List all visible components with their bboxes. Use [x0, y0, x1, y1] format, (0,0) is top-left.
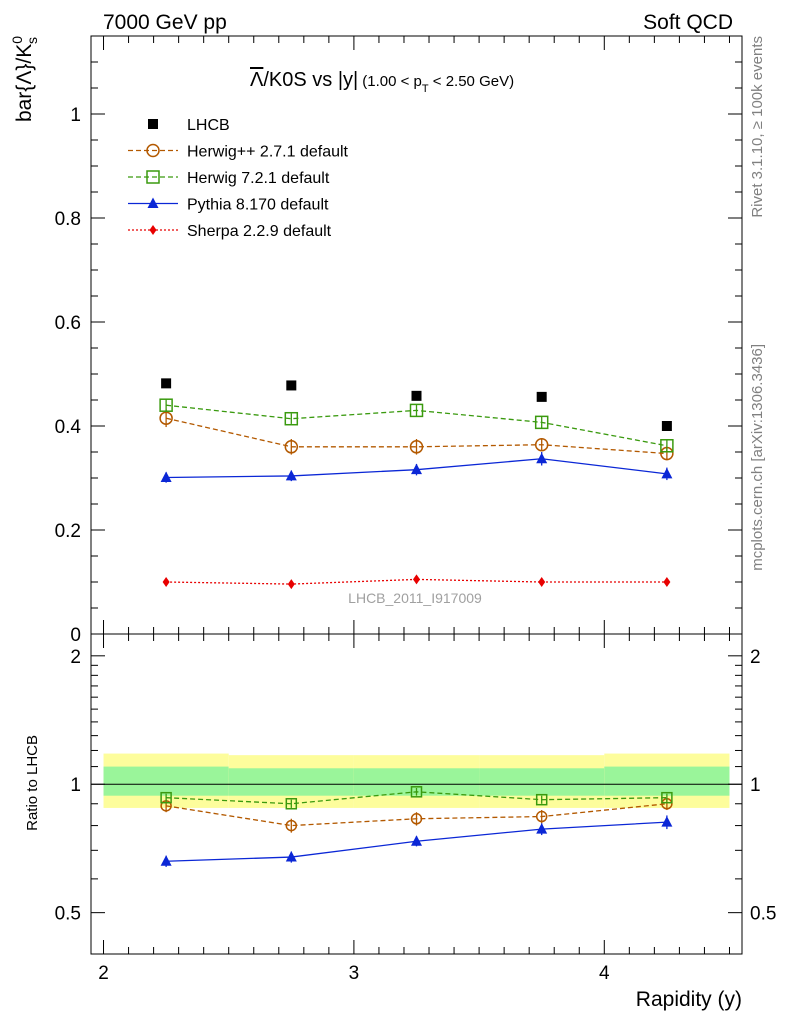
ratio-band-inner [228, 768, 354, 796]
ratio-ytick-label-left: 1 [70, 775, 81, 796]
herwigpp-marker [410, 813, 423, 825]
pythia-marker [536, 452, 548, 464]
ratio-panel: 0.5 0.5 1 1 2 2 2 3 4 Ratio to LHCB Rapidity (y… [24, 633, 777, 1011]
lhcb-marker [411, 390, 422, 401]
main-ytick-label: 0.4 [55, 417, 82, 438]
legend: LHCB Herwig++ 2.7.1 default Herwig 7.2.1 d… [128, 117, 349, 240]
herwig7-marker [409, 403, 424, 418]
main-y-label-sub: s [24, 37, 40, 44]
herwigpp-marker [285, 819, 298, 832]
mcplots-label: mcplots.cern.ch [arXiv:1306.3436] [749, 344, 766, 571]
main-ytick-label: 0.2 [55, 521, 81, 542]
lhcb-marker [286, 380, 297, 391]
pythia-marker [160, 855, 172, 866]
herwigpp-marker [159, 411, 173, 425]
ratio-xtick-label: 4 [599, 963, 610, 984]
sherpa-line [166, 578, 667, 585]
herwig7-marker [660, 439, 674, 453]
ratio-ytick-label-left: 2 [70, 647, 81, 668]
pythia-marker [661, 816, 673, 827]
herwigpp-marker [146, 143, 160, 158]
herwig7-legend-label: Herwig 7.2.1 default [187, 170, 330, 187]
ratio-xtick-label: 2 [98, 963, 109, 984]
lhcb-marker [161, 378, 172, 389]
plot-title: Λ/K0S vs |y| (1.00 < pT < 2.50 GeV) [250, 69, 514, 95]
ratio-bands [103, 753, 730, 808]
herwig7-marker [159, 398, 173, 412]
ratio-band-inner [479, 768, 605, 796]
ratio-x-axis: 2 3 4 [98, 634, 730, 984]
herwig7-marker [410, 786, 423, 798]
main-y-axis: 0 0.2 0.4 0.6 0.8 1 [55, 36, 742, 646]
herwig7-marker [160, 791, 172, 804]
header-right: Soft QCD [643, 11, 733, 34]
ratio-panel-frame [90, 633, 743, 955]
pythia-marker [285, 469, 297, 481]
main-ytick-label: 0 [70, 625, 81, 646]
sherpa-marker [413, 574, 420, 585]
x-axis-label: Rapidity (y) [636, 988, 742, 1011]
title-main: /K0S vs |y| [263, 69, 358, 91]
herwigpp-marker [409, 440, 424, 454]
pythia-marker [411, 463, 422, 475]
lhcb-marker [148, 119, 158, 129]
lhcb-marker [661, 421, 672, 431]
lhcb-legend-label: LHCB [187, 117, 230, 134]
ratio-band-inner [604, 766, 730, 796]
ratio-y-label: Ratio to LHCB [24, 735, 41, 831]
herwig7-marker [535, 793, 548, 806]
rivet-label: Rivet 3.1.10, ≥ 100k events [749, 36, 766, 218]
pythia-marker [411, 835, 422, 846]
ratio-ytick-label-right: 0.5 [750, 904, 776, 925]
pythia-marker [536, 823, 548, 834]
lhcb-marker [536, 391, 547, 402]
ratio-ytick-label-left: 0.5 [55, 904, 81, 925]
main-ytick-label: 0.6 [55, 313, 81, 334]
herwigpp-marker [284, 440, 299, 454]
herwig7-marker [285, 798, 298, 810]
title-sub-a: (1.00 < p [362, 73, 422, 90]
ratio-band-inner [103, 766, 229, 796]
main-ytick-label: 0.8 [55, 209, 81, 230]
pythia-legend-label: Pythia 8.170 default [187, 197, 329, 214]
ratio-xtick-label: 3 [349, 963, 360, 984]
sherpa-marker [663, 577, 671, 587]
sherpa-marker [538, 577, 546, 587]
pythia-marker [285, 851, 297, 862]
ratio-y-axis: 0.5 0.5 1 1 2 2 [55, 647, 777, 925]
main-series-layer [159, 378, 674, 590]
pythia-marker [160, 471, 172, 482]
pythia-marker [147, 197, 159, 208]
herwigpp-line [165, 417, 667, 455]
herwig7-marker [661, 791, 673, 804]
main-panel: 0 0.2 0.4 0.6 0.8 1 LHCB_2011_I917009 Λ/K0S v… [9, 35, 743, 646]
herwigpp-legend-label: Herwig++ 2.7.1 default [187, 144, 349, 161]
main-ytick-label: 1 [70, 105, 81, 126]
title-sub-subscript: T [422, 83, 429, 95]
herwig7-marker [146, 170, 160, 184]
ratio-ytick-label-right: 2 [750, 647, 761, 668]
sherpa-marker [287, 579, 295, 590]
sherpa-marker [162, 577, 170, 587]
header-left: 7000 GeV pp [103, 11, 227, 34]
herwigpp-marker [534, 437, 549, 452]
ratio-ytick-label-right: 1 [750, 775, 761, 796]
title-sub-b: < 2.50 GeV) [429, 73, 514, 90]
main-y-label: bar{Λ}/K0s [9, 36, 40, 122]
watermark: LHCB_2011_I917009 [348, 590, 482, 606]
main-y-label-sup: 0 [9, 36, 25, 44]
sherpa-marker [149, 225, 157, 235]
main-y-label-a: bar{Λ}/K [13, 44, 36, 122]
sherpa-legend-label: Sherpa 2.2.9 default [187, 223, 332, 240]
ratio-series-layer [160, 786, 673, 867]
title-bar-lambda: Λ [250, 69, 264, 91]
pythia-marker [661, 467, 673, 479]
herwig7-marker [534, 415, 549, 430]
herwig7-marker [284, 411, 299, 426]
herwigpp-marker [535, 810, 548, 823]
